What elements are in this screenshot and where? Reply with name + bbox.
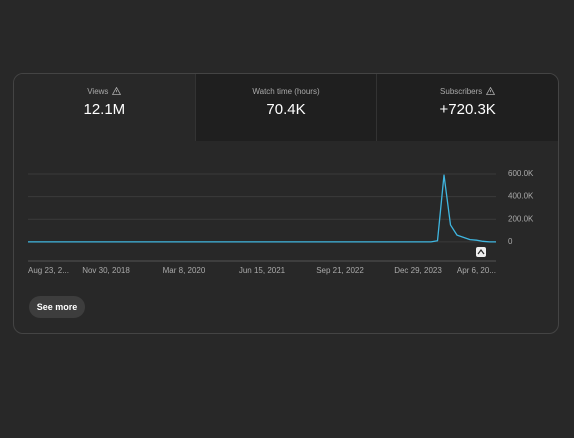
tab-label-row: Watch time (hours): [196, 85, 377, 97]
tab-value: +720.3K: [439, 101, 496, 118]
tab-label-row: Views: [14, 85, 195, 97]
y-tick-label: 400.0K: [508, 192, 534, 201]
x-tick-label: Jun 15, 2021: [239, 266, 286, 275]
tab-value: 70.4K: [266, 101, 306, 118]
analytics-card: Views 12.1M Watch time (hours) 70.4K Sub…: [13, 73, 559, 334]
x-tick-label: Apr 6, 20...: [457, 266, 496, 275]
x-tick-label: Dec 29, 2023: [394, 266, 442, 275]
x-tick-label: Nov 30, 2018: [82, 266, 130, 275]
y-tick-label: 200.0K: [508, 214, 534, 223]
see-more-button[interactable]: See more: [29, 296, 85, 318]
tab-label: Views: [87, 86, 109, 96]
y-tick-label: 0: [508, 237, 513, 246]
tab-label-row: Subscribers: [377, 85, 558, 97]
metric-tab[interactable]: Views 12.1M: [14, 74, 195, 141]
metric-tab[interactable]: Watch time (hours) 70.4K: [194, 74, 377, 141]
x-tick-label: Aug 23, 2...: [28, 266, 69, 275]
tab-label: Subscribers: [440, 86, 483, 96]
x-tick-label: Sep 21, 2022: [316, 266, 364, 275]
warning-icon: [112, 87, 122, 95]
tab-label: Watch time (hours): [252, 86, 320, 96]
annotation-icon: [476, 247, 486, 257]
tab-value: 12.1M: [83, 101, 126, 118]
y-tick-label: 600.0K: [508, 169, 534, 178]
data-line: [28, 174, 496, 243]
metric-tab[interactable]: Subscribers +720.3K: [376, 74, 558, 141]
warning-icon: [486, 87, 496, 95]
metric-tabs: Views 12.1M Watch time (hours) 70.4K Sub…: [14, 74, 558, 141]
x-tick-label: Mar 8, 2020: [163, 266, 206, 275]
